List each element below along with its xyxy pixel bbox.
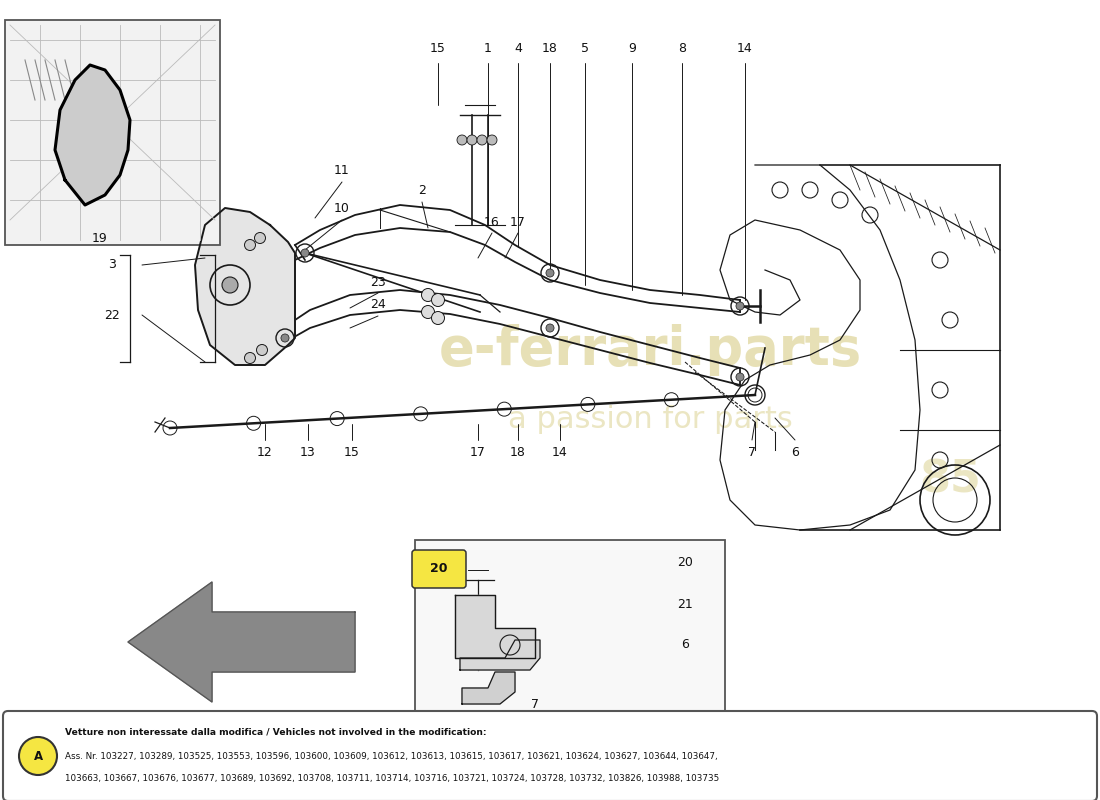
Text: Vetture non interessate dalla modifica / Vehicles not involved in the modificati: Vetture non interessate dalla modifica /… — [65, 727, 486, 737]
FancyBboxPatch shape — [412, 550, 466, 588]
Polygon shape — [128, 582, 355, 702]
Circle shape — [244, 353, 255, 363]
Text: 1: 1 — [484, 42, 492, 54]
Circle shape — [222, 277, 238, 293]
Text: 9: 9 — [628, 42, 636, 54]
Text: 19: 19 — [92, 231, 108, 245]
Text: a passion for parts: a passion for parts — [507, 406, 792, 434]
Circle shape — [431, 294, 444, 306]
Polygon shape — [55, 65, 130, 205]
Text: 23: 23 — [370, 275, 386, 289]
Text: 11: 11 — [334, 163, 350, 177]
Text: 21: 21 — [678, 598, 693, 611]
Text: 17: 17 — [470, 446, 486, 458]
Text: 85: 85 — [920, 458, 981, 502]
Text: 14: 14 — [737, 42, 752, 54]
Text: Ass. Nr. 103227, 103289, 103525, 103553, 103596, 103600, 103609, 103612, 103613,: Ass. Nr. 103227, 103289, 103525, 103553,… — [65, 751, 717, 761]
Circle shape — [546, 269, 554, 277]
Text: 6: 6 — [681, 638, 689, 651]
Text: 2: 2 — [418, 183, 426, 197]
Text: 8: 8 — [678, 42, 686, 54]
Circle shape — [301, 249, 309, 257]
Circle shape — [421, 289, 434, 302]
Text: 16: 16 — [484, 215, 499, 229]
Text: 12: 12 — [257, 446, 273, 458]
Polygon shape — [195, 208, 295, 365]
Circle shape — [19, 737, 57, 775]
Circle shape — [477, 135, 487, 145]
Text: 20: 20 — [678, 555, 693, 569]
Circle shape — [431, 311, 444, 325]
Circle shape — [421, 306, 434, 318]
Text: 6: 6 — [791, 446, 799, 458]
Polygon shape — [462, 672, 515, 704]
Circle shape — [736, 302, 744, 310]
Circle shape — [280, 334, 289, 342]
Circle shape — [546, 324, 554, 332]
Circle shape — [244, 239, 255, 250]
Text: 4: 4 — [514, 42, 521, 54]
Text: 22: 22 — [104, 309, 120, 322]
Text: 15: 15 — [430, 42, 446, 54]
Text: 5: 5 — [581, 42, 589, 54]
Text: 3: 3 — [108, 258, 115, 271]
FancyBboxPatch shape — [415, 540, 725, 712]
Text: 15: 15 — [344, 446, 360, 458]
Circle shape — [456, 135, 468, 145]
Text: 18: 18 — [542, 42, 558, 54]
Polygon shape — [455, 595, 535, 658]
Text: 24: 24 — [370, 298, 386, 311]
Text: 14: 14 — [552, 446, 568, 458]
Circle shape — [468, 135, 477, 145]
Text: 13: 13 — [300, 446, 316, 458]
Text: 17: 17 — [510, 215, 526, 229]
Text: e-ferrari.parts: e-ferrari.parts — [439, 324, 861, 376]
Text: 20: 20 — [430, 562, 448, 575]
Text: 7: 7 — [531, 698, 539, 710]
Circle shape — [254, 233, 265, 243]
FancyBboxPatch shape — [6, 20, 220, 245]
Text: 103663, 103667, 103676, 103677, 103689, 103692, 103708, 103711, 103714, 103716, : 103663, 103667, 103676, 103677, 103689, … — [65, 774, 719, 782]
Text: 7: 7 — [748, 446, 756, 458]
Circle shape — [487, 135, 497, 145]
Circle shape — [736, 373, 744, 381]
Text: 10: 10 — [334, 202, 350, 214]
Text: 18: 18 — [510, 446, 526, 458]
Text: A: A — [33, 750, 43, 762]
Circle shape — [256, 345, 267, 355]
FancyBboxPatch shape — [3, 711, 1097, 800]
Polygon shape — [460, 640, 540, 670]
